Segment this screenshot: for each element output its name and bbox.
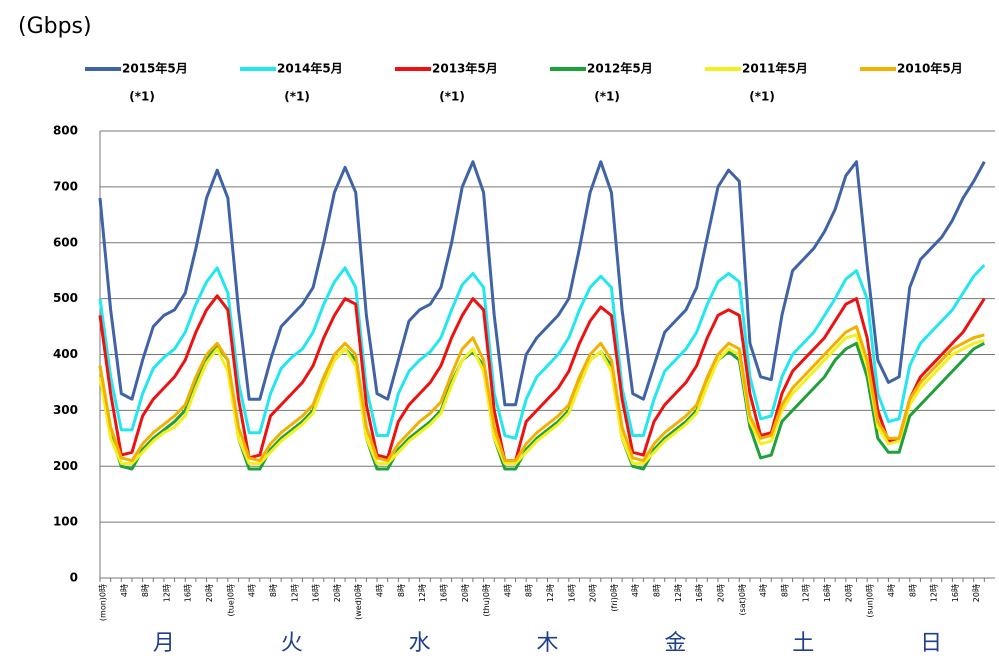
x-tick-label: 20時: [333, 584, 342, 602]
x-tick-label: 12時: [546, 584, 555, 602]
x-tick-label: 8時: [780, 584, 789, 597]
legend-label: 2014年5月: [277, 61, 343, 76]
legend-label: 2010年5月: [897, 61, 963, 76]
x-tick-label: (fri)0時: [610, 584, 619, 612]
day-label: 火: [281, 631, 303, 656]
x-tick-label: 20時: [844, 584, 853, 602]
y-tick-label: 300: [53, 403, 78, 417]
x-tick-label: 8時: [269, 584, 278, 597]
series-line: [98, 160, 986, 407]
legend-label: 2013年5月: [432, 61, 498, 76]
x-tick-label: 20時: [716, 584, 725, 602]
day-label: 金: [664, 631, 686, 656]
x-tick-label: 4時: [759, 584, 768, 597]
x-tick-label: 16時: [823, 584, 832, 602]
x-tick-label: 4時: [120, 584, 129, 597]
x-tick-label: 12時: [290, 584, 299, 602]
x-tick-label: 4時: [376, 584, 385, 597]
x-tick-label: 12時: [930, 584, 939, 602]
x-tick-label: (tue)0時: [226, 584, 235, 616]
x-tick-label: (sat)0時: [738, 584, 747, 616]
x-tick-label: 8時: [141, 584, 150, 597]
y-tick-label: 200: [53, 459, 78, 473]
legend-note: (*1): [749, 90, 775, 104]
y-tick-label: 0: [70, 571, 78, 585]
series-line: [98, 294, 986, 463]
x-tick-label: 12時: [162, 584, 171, 602]
x-tick-label: 16時: [567, 584, 576, 602]
x-tick-label: (thu)0時: [482, 584, 491, 617]
x-tick-label: 16時: [695, 584, 704, 602]
day-label: 土: [792, 631, 814, 656]
legend-note: (*1): [129, 90, 155, 104]
day-label: 月: [153, 631, 175, 656]
legend-note: (*1): [439, 90, 465, 104]
x-tick-label: 4時: [887, 584, 896, 597]
y-tick-label: 100: [53, 515, 78, 529]
x-tick-label: 16時: [951, 584, 960, 602]
x-tick-label: 4時: [503, 584, 512, 597]
x-tick-label: 16時: [312, 584, 321, 602]
legend-label: 2015年5月: [122, 61, 188, 76]
legend-note: (*1): [594, 90, 620, 104]
x-tick-label: 12時: [674, 584, 683, 602]
series-line: [98, 325, 985, 463]
day-label: 木: [536, 631, 558, 656]
day-label: 水: [409, 631, 431, 656]
x-tick-label: 20時: [205, 584, 214, 602]
x-tick-label: 16時: [184, 584, 193, 602]
x-tick-label: 20時: [461, 584, 470, 602]
y-tick-label: 500: [53, 291, 78, 305]
x-tick-label: 8時: [908, 584, 917, 597]
y-tick-label: 800: [53, 124, 78, 138]
series-line: [98, 264, 986, 440]
series-line: [98, 333, 985, 465]
legend-label: 2012年5月: [587, 61, 653, 76]
y-axis-label: (Gbps): [18, 14, 92, 39]
x-tick-label: 20時: [589, 584, 598, 602]
x-tick-label: 8時: [525, 584, 534, 597]
x-tick-label: 16時: [439, 584, 448, 602]
legend-label: 2011年5月: [742, 61, 808, 76]
x-tick-label: (sun)0時: [866, 584, 875, 618]
legend-note: (*1): [284, 90, 310, 104]
x-tick-label: 12時: [418, 584, 427, 602]
x-tick-label: 12時: [802, 584, 811, 602]
x-tick-label: (mon)0時: [99, 584, 108, 621]
day-label: 日: [920, 631, 942, 656]
y-tick-label: 400: [53, 347, 78, 361]
x-tick-label: 8時: [653, 584, 662, 597]
x-tick-label: 20時: [972, 584, 981, 602]
y-tick-label: 700: [53, 179, 78, 193]
x-tick-label: 4時: [248, 584, 257, 597]
y-tick-label: 600: [53, 235, 78, 249]
series-line: [98, 341, 986, 471]
x-tick-label: (wed)0時: [354, 584, 363, 620]
x-tick-label: 4時: [631, 584, 640, 597]
x-tick-label: 8時: [397, 584, 406, 597]
